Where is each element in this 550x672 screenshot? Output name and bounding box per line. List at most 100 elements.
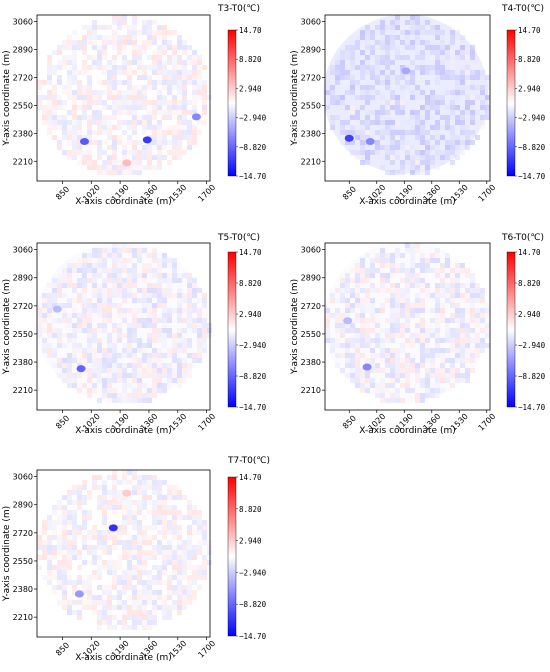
- field-cell: [112, 140, 117, 145]
- field-cell: [87, 35, 92, 40]
- field-cell: [57, 145, 62, 150]
- field-cell: [405, 145, 410, 150]
- field-cell: [162, 258, 167, 263]
- field-cell: [47, 328, 52, 333]
- field-cell: [137, 253, 142, 258]
- field-cell: [405, 293, 410, 298]
- field-cell: [335, 70, 340, 75]
- field-cell: [167, 308, 172, 313]
- field-cell: [370, 383, 375, 388]
- field-cell: [465, 318, 470, 323]
- field-cell: [365, 253, 370, 258]
- field-cell: [117, 248, 122, 253]
- field-cell: [465, 145, 470, 150]
- field-cell: [157, 570, 162, 575]
- colorbar-gradient: [227, 251, 237, 408]
- field-cell: [137, 500, 142, 505]
- field-cell: [112, 605, 117, 610]
- field-cell: [142, 625, 147, 630]
- field-cell: [102, 323, 107, 328]
- field-cell: [132, 338, 137, 343]
- field-cell: [142, 308, 147, 313]
- field-cell: [57, 80, 62, 85]
- field-cell: [142, 368, 147, 373]
- field-cell: [182, 60, 187, 65]
- field-cell: [430, 55, 435, 60]
- field-cell: [470, 80, 475, 85]
- field-cell: [172, 368, 177, 373]
- field-cell: [157, 125, 162, 130]
- field-cell: [92, 45, 97, 50]
- field-cell: [97, 373, 102, 378]
- field-cell: [137, 570, 142, 575]
- field-cell: [157, 520, 162, 525]
- field-cell: [192, 580, 197, 585]
- field-cell: [330, 293, 335, 298]
- field-cell: [102, 383, 107, 388]
- field-cell: [202, 525, 207, 530]
- field-cell: [162, 80, 167, 85]
- field-cell: [355, 363, 360, 368]
- field-cell: [400, 293, 405, 298]
- field-cell: [455, 45, 460, 50]
- field-cell: [127, 480, 132, 485]
- field-cell: [375, 65, 380, 70]
- field-cell: [400, 373, 405, 378]
- field-cell: [147, 353, 152, 358]
- field-cell: [410, 258, 415, 263]
- colorbar-gradient: [506, 251, 516, 408]
- field-cell: [92, 550, 97, 555]
- field-cell: [127, 610, 132, 615]
- field-cell: [420, 150, 425, 155]
- field-cell: [147, 25, 152, 30]
- field-cell: [122, 398, 127, 403]
- field-cell: [345, 140, 350, 145]
- field-cell: [197, 333, 202, 338]
- field-cell: [147, 333, 152, 338]
- field-cell: [350, 358, 355, 363]
- field-cell: [375, 323, 380, 328]
- field-cell: [440, 348, 445, 353]
- field-cell: [187, 100, 192, 105]
- field-cell: [147, 288, 152, 293]
- field-cell: [92, 555, 97, 560]
- field-cell: [430, 95, 435, 100]
- x-tick-label: 850: [54, 185, 71, 202]
- colorbar-tick-label: −14.70: [518, 172, 546, 181]
- field-cell: [137, 605, 142, 610]
- field-cell: [345, 45, 350, 50]
- field-cell: [365, 125, 370, 130]
- field-cell: [147, 570, 152, 575]
- field-cell: [67, 600, 72, 605]
- field-cell: [192, 60, 197, 65]
- field-cell: [415, 328, 420, 333]
- field-cell: [77, 278, 82, 283]
- field-cell: [455, 120, 460, 125]
- field-cell: [147, 313, 152, 318]
- field-cell: [102, 248, 107, 253]
- field-cell: [102, 318, 107, 323]
- field-cell: [152, 515, 157, 520]
- field-cell: [172, 530, 177, 535]
- field-cell: [87, 353, 92, 358]
- field-cell: [97, 35, 102, 40]
- field-cell: [405, 45, 410, 50]
- field-cell: [187, 575, 192, 580]
- field-cell: [122, 313, 127, 318]
- field-cell: [47, 353, 52, 358]
- field-cell: [87, 535, 92, 540]
- field-cell: [117, 278, 122, 283]
- field-cell: [365, 368, 370, 373]
- field-cell: [465, 45, 470, 50]
- field-cell: [465, 328, 470, 333]
- field-cell: [122, 500, 127, 505]
- field-cell: [400, 125, 405, 130]
- field-cell: [167, 80, 172, 85]
- field-cell: [360, 65, 365, 70]
- field-cell: [122, 278, 127, 283]
- field-cell: [117, 540, 122, 545]
- field-cell: [142, 343, 147, 348]
- field-cell: [147, 495, 152, 500]
- field-cell: [172, 110, 177, 115]
- field-cell: [127, 293, 132, 298]
